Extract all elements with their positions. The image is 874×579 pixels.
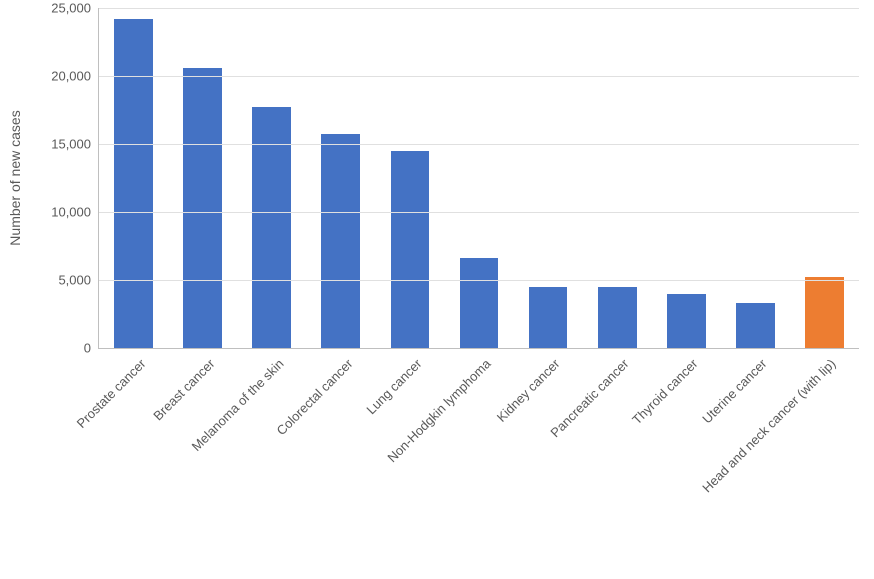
y-tick-label: 25,000	[51, 1, 99, 16]
bar	[598, 287, 637, 348]
bar	[460, 258, 499, 348]
plot-area: Number of new cases Prostate cancerBreas…	[98, 8, 859, 349]
bar	[321, 134, 360, 348]
gridline	[99, 76, 859, 77]
bar	[183, 68, 222, 348]
y-axis-title: Number of new cases	[7, 110, 23, 245]
y-tick-label: 20,000	[51, 69, 99, 84]
gridline	[99, 280, 859, 281]
bar	[805, 277, 844, 348]
y-tick-label: 0	[84, 341, 99, 356]
x-tick-label: Lung cancer	[363, 356, 424, 417]
bar	[391, 151, 430, 348]
x-tick-label: Kidney cancer	[494, 356, 563, 425]
y-tick-label: 5,000	[58, 273, 99, 288]
gridline	[99, 212, 859, 213]
x-tick-label: Prostate cancer	[73, 356, 148, 431]
bars-group	[99, 8, 859, 348]
y-tick-label: 15,000	[51, 137, 99, 152]
x-tick-label: Head and neck cancer (with lip)	[700, 356, 839, 495]
bar	[736, 303, 775, 348]
y-tick-label: 10,000	[51, 205, 99, 220]
chart-container: Number of new cases Prostate cancerBreas…	[0, 0, 874, 579]
x-tick-label: Colorectal cancer	[273, 356, 355, 438]
bar	[529, 287, 568, 348]
bar	[667, 294, 706, 348]
gridline	[99, 8, 859, 9]
x-tick-label: Uterine cancer	[700, 356, 770, 426]
x-tick-label: Thyroid cancer	[629, 356, 700, 427]
gridline	[99, 144, 859, 145]
bar	[114, 19, 153, 348]
x-tick-label: Breast cancer	[150, 356, 217, 423]
